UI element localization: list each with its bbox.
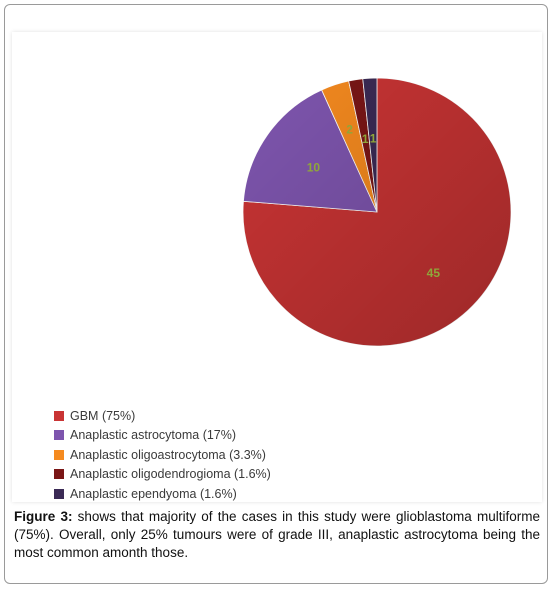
caption-text: shows that majority of the cases in this… [14,509,540,560]
data-label-4: 1 [370,131,377,145]
legend-swatch [54,430,64,441]
legend-label: Anaplastic astrocytoma (17%) [70,428,237,443]
legend-item-2: Anaplastic oligoastrocytoma (3.3%) [54,445,494,465]
legend-swatch [54,410,64,421]
legend-label: Anaplastic oligoastrocytoma (3.3%) [70,447,266,462]
legend-label: GBM (75%) [70,408,136,423]
legend-swatch [54,469,64,480]
caption-label: Figure 3: [14,509,73,524]
data-label-2: 2 [346,122,353,136]
legend-label: Anaplastic oligodendrogioma (1.6%) [70,467,271,482]
legend-label: Anaplastic ependyoma (1.6%) [70,486,237,501]
chart-legend: GBM (75%) Anaplastic astrocytoma (17%) Ana… [54,406,494,504]
legend-item-1: Anaplastic astrocytoma (17%) [54,426,494,446]
figure-caption: Figure 3: shows that majority of the cas… [14,508,540,562]
pie-shading [243,78,511,346]
legend-item-3: Anaplastic oligodendrogioma (1.6%) [54,465,494,485]
legend-item-0: GBM (75%) [54,406,494,426]
data-label-3: 1 [362,132,369,146]
legend-swatch [54,488,64,499]
data-label-0: 45 [427,266,441,280]
legend-item-4: Anaplastic ependyoma (1.6%) [54,484,494,504]
data-label-1: 10 [307,160,321,174]
legend-swatch [54,449,64,460]
